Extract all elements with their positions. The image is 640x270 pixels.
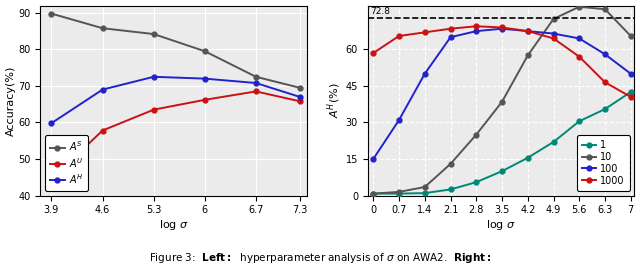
1000 (447, 27, 454, 30)
$A^S$ (252, 75, 260, 78)
Line: 100: 100 (371, 26, 633, 161)
$A^U$ (99, 129, 106, 132)
10 (524, 54, 532, 57)
1 (550, 140, 557, 144)
100 (524, 29, 532, 33)
Line: $A^S$: $A^S$ (49, 11, 302, 90)
100 (575, 37, 583, 40)
1000 (395, 34, 403, 38)
Line: $A^U$: $A^U$ (49, 89, 302, 181)
$A^H$ (252, 81, 260, 85)
100 (601, 53, 609, 56)
1 (524, 156, 532, 159)
100 (627, 72, 635, 75)
$A^U$ (201, 98, 209, 102)
$A^U$ (296, 100, 303, 103)
$A^H$ (99, 88, 106, 91)
10 (601, 8, 609, 11)
1000 (421, 31, 429, 34)
$A^S$ (201, 50, 209, 53)
Legend: $A^S$, $A^U$, $A^H$: $A^S$, $A^U$, $A^H$ (45, 135, 88, 191)
10 (550, 17, 557, 21)
X-axis label: log $\sigma$: log $\sigma$ (159, 218, 189, 232)
1 (369, 192, 377, 195)
100 (472, 29, 480, 33)
1000 (627, 95, 635, 99)
100 (369, 157, 377, 161)
1 (498, 170, 506, 173)
1000 (369, 51, 377, 55)
10 (472, 133, 480, 136)
100 (498, 27, 506, 30)
$A^H$ (150, 75, 157, 78)
Line: $A^H$: $A^H$ (49, 74, 302, 126)
1 (575, 120, 583, 123)
10 (498, 100, 506, 103)
X-axis label: log $\sigma$: log $\sigma$ (486, 218, 516, 232)
Line: 1: 1 (371, 90, 633, 196)
1 (472, 181, 480, 184)
10 (627, 34, 635, 38)
1000 (550, 37, 557, 40)
100 (447, 36, 454, 39)
10 (447, 162, 454, 166)
10 (395, 190, 403, 194)
100 (550, 32, 557, 35)
Y-axis label: Accuracy(%): Accuracy(%) (6, 65, 15, 136)
1000 (472, 25, 480, 28)
1 (421, 191, 429, 195)
10 (575, 5, 583, 8)
1 (447, 188, 454, 191)
1 (395, 192, 403, 195)
Line: 1000: 1000 (371, 24, 633, 99)
Text: Figure 3:  $\mathbf{Left:}$  hyperparameter analysis of $\sigma$ on AWA2.  $\mat: Figure 3: $\mathbf{Left:}$ hyperparamete… (148, 251, 492, 265)
$A^S$ (296, 86, 303, 89)
Y-axis label: $A^H$(%): $A^H$(%) (325, 83, 343, 118)
$A^H$ (47, 122, 55, 125)
10 (421, 185, 429, 189)
100 (421, 72, 429, 75)
$A^U$ (252, 90, 260, 93)
1 (601, 107, 609, 111)
100 (395, 119, 403, 122)
1000 (524, 29, 532, 33)
Text: 72.8: 72.8 (371, 7, 390, 16)
$A^U$ (47, 177, 55, 181)
10 (369, 192, 377, 195)
1 (627, 90, 635, 94)
$A^H$ (296, 95, 303, 99)
$A^H$ (201, 77, 209, 80)
$A^S$ (150, 32, 157, 36)
$A^U$ (150, 108, 157, 111)
Line: 10: 10 (371, 4, 633, 196)
$A^S$ (47, 12, 55, 15)
1000 (575, 55, 583, 58)
Legend: 1, 10, 100, 1000: 1, 10, 100, 1000 (577, 135, 630, 191)
$A^S$ (99, 26, 106, 30)
1000 (498, 26, 506, 29)
1000 (601, 81, 609, 84)
